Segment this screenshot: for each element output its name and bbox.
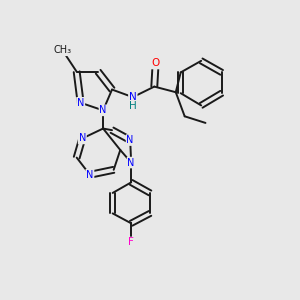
Text: F: F <box>128 238 134 248</box>
Text: N: N <box>79 134 86 143</box>
Text: N: N <box>128 158 135 167</box>
Text: CH₃: CH₃ <box>53 45 71 55</box>
Text: N: N <box>86 170 94 180</box>
Text: N: N <box>127 135 134 145</box>
Text: N: N <box>99 105 107 116</box>
Text: N: N <box>129 92 137 102</box>
Text: H: H <box>129 101 137 111</box>
Text: N: N <box>77 98 84 108</box>
Text: O: O <box>152 58 160 68</box>
